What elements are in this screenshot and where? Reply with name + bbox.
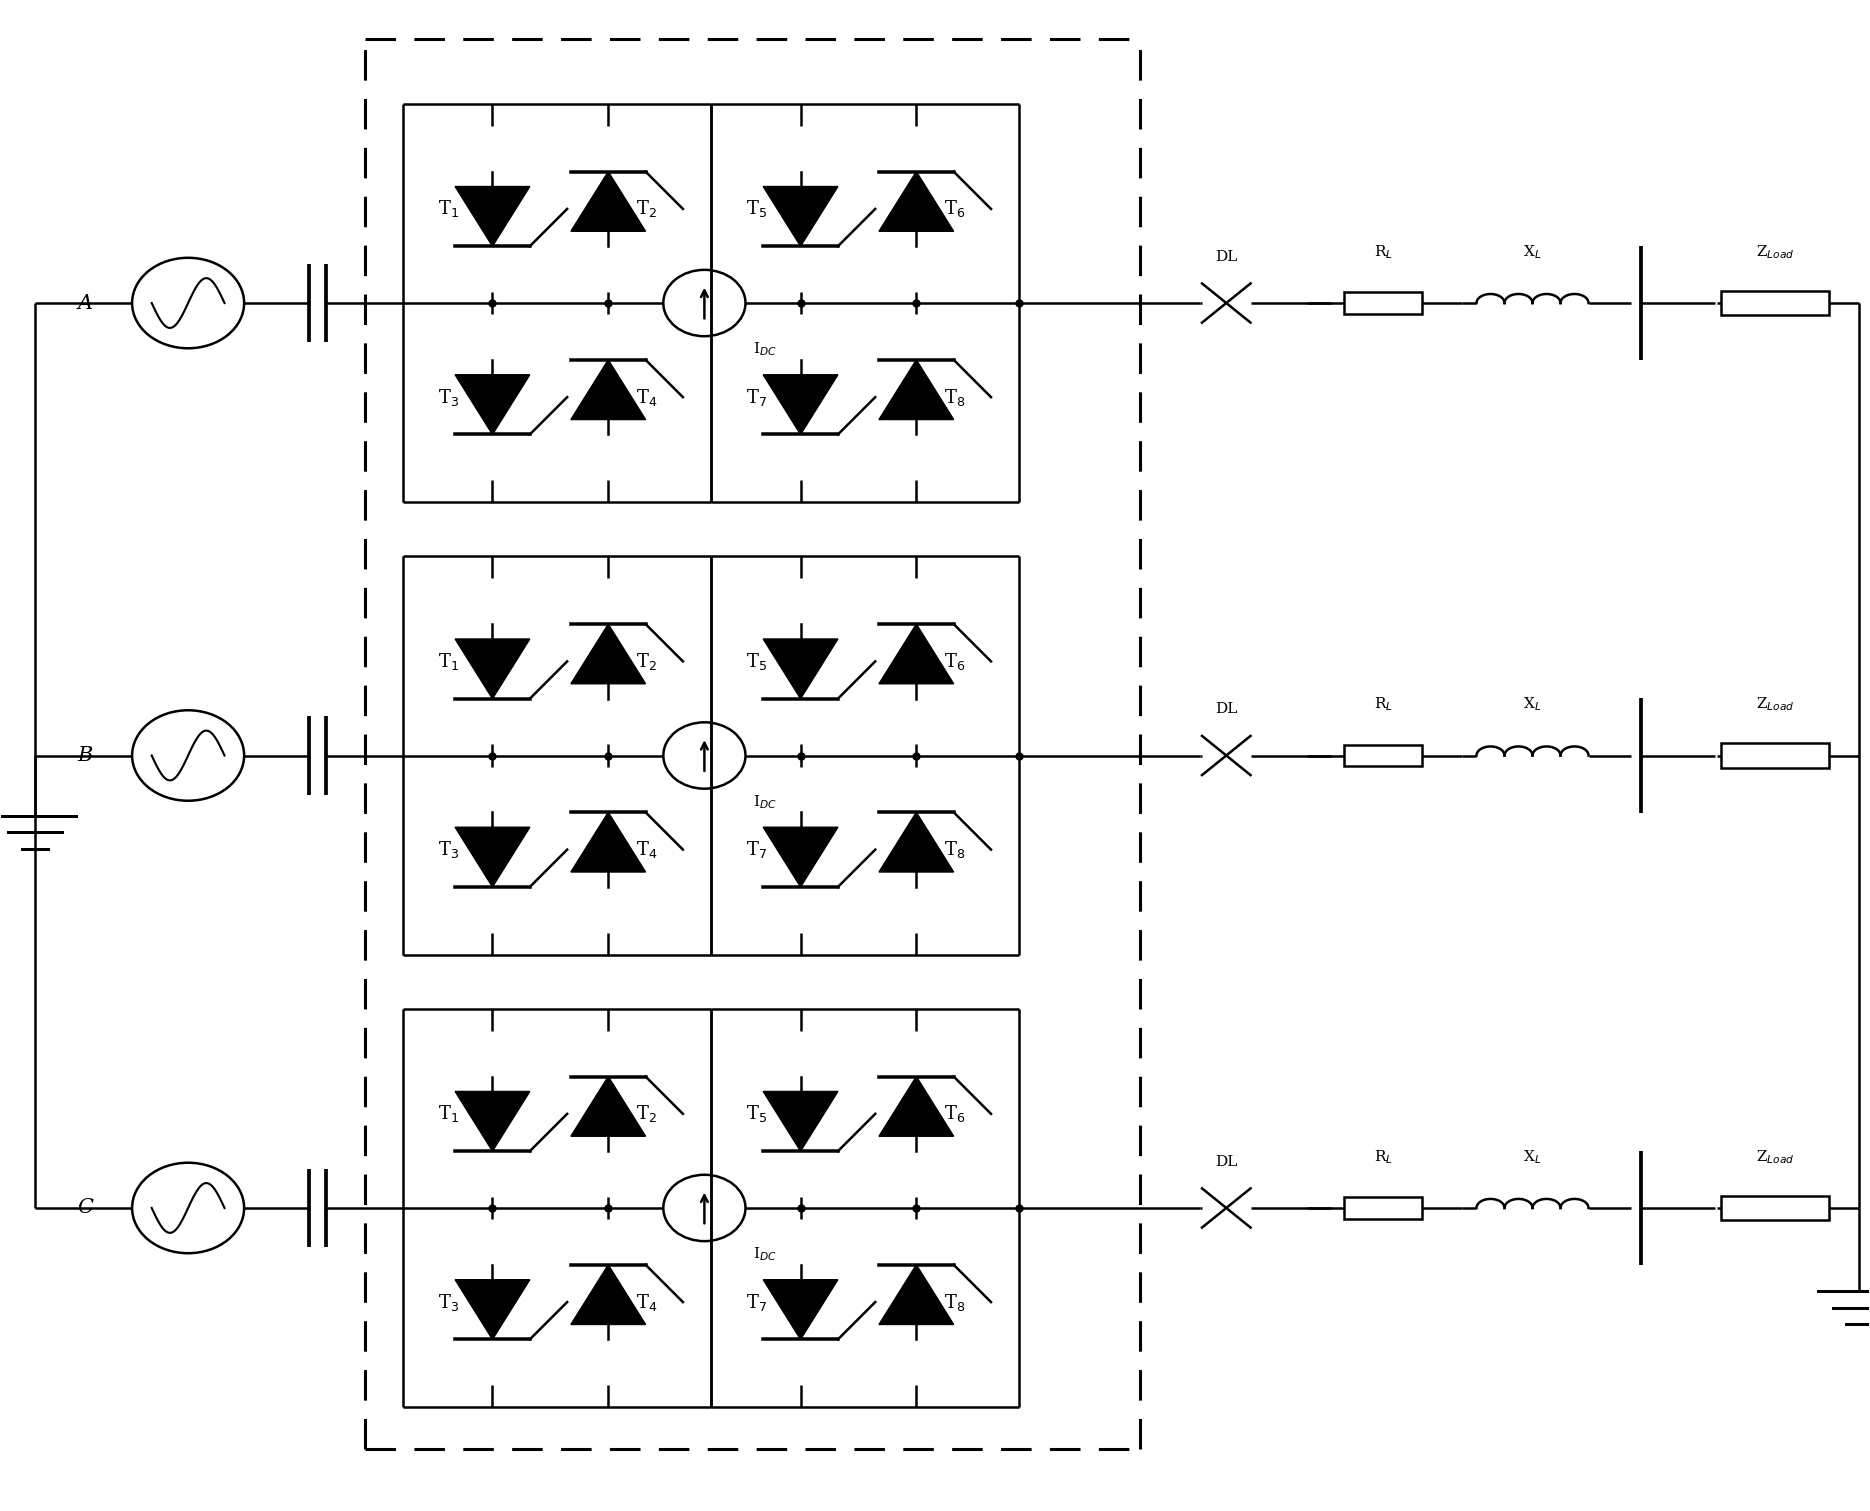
Polygon shape xyxy=(570,624,645,684)
Polygon shape xyxy=(454,375,529,435)
Text: Z$_{Load}$: Z$_{Load}$ xyxy=(1756,1148,1795,1165)
Text: B: B xyxy=(79,746,94,765)
Bar xyxy=(1720,292,1829,316)
Text: DL: DL xyxy=(1216,1154,1238,1168)
Polygon shape xyxy=(570,1076,645,1136)
Text: T$_1$: T$_1$ xyxy=(438,1103,458,1124)
Text: DL: DL xyxy=(1216,703,1238,716)
Text: X$_L$: X$_L$ xyxy=(1524,695,1541,713)
Polygon shape xyxy=(879,1076,954,1136)
Text: T$_4$: T$_4$ xyxy=(636,839,658,860)
Text: T$_7$: T$_7$ xyxy=(746,1292,767,1313)
Polygon shape xyxy=(570,360,645,420)
Polygon shape xyxy=(763,375,838,435)
Polygon shape xyxy=(454,186,529,246)
Text: X$_L$: X$_L$ xyxy=(1524,1148,1541,1165)
Text: T$_6$: T$_6$ xyxy=(944,198,965,219)
Text: T$_6$: T$_6$ xyxy=(944,651,965,672)
Text: T$_4$: T$_4$ xyxy=(636,387,658,408)
Polygon shape xyxy=(763,186,838,246)
Text: Z$_{Load}$: Z$_{Load}$ xyxy=(1756,243,1795,261)
Polygon shape xyxy=(763,639,838,698)
Text: T$_8$: T$_8$ xyxy=(944,387,965,408)
Polygon shape xyxy=(454,1280,529,1339)
Text: T$_4$: T$_4$ xyxy=(636,1292,658,1313)
Polygon shape xyxy=(454,827,529,887)
Polygon shape xyxy=(763,1280,838,1339)
Polygon shape xyxy=(570,1265,645,1325)
Text: DL: DL xyxy=(1216,249,1238,264)
Polygon shape xyxy=(570,813,645,872)
Text: T$_2$: T$_2$ xyxy=(636,1103,656,1124)
Text: A: A xyxy=(79,293,94,313)
Text: T$_3$: T$_3$ xyxy=(438,839,458,860)
Text: T$_7$: T$_7$ xyxy=(746,387,767,408)
Text: T$_1$: T$_1$ xyxy=(438,198,458,219)
Text: T$_1$: T$_1$ xyxy=(438,651,458,672)
Text: T$_3$: T$_3$ xyxy=(438,1292,458,1313)
Text: C: C xyxy=(77,1198,94,1218)
Bar xyxy=(1720,743,1829,768)
Bar xyxy=(1720,1195,1829,1219)
Bar xyxy=(1345,293,1423,314)
Text: R$_L$: R$_L$ xyxy=(1374,1148,1393,1165)
Polygon shape xyxy=(763,827,838,887)
Polygon shape xyxy=(454,1091,529,1151)
Text: X$_L$: X$_L$ xyxy=(1524,243,1541,261)
Text: T$_2$: T$_2$ xyxy=(636,651,656,672)
Text: T$_6$: T$_6$ xyxy=(944,1103,965,1124)
Text: T$_5$: T$_5$ xyxy=(746,198,767,219)
Text: T$_8$: T$_8$ xyxy=(944,1292,965,1313)
Polygon shape xyxy=(570,172,645,231)
Text: T$_2$: T$_2$ xyxy=(636,198,656,219)
Text: T$_5$: T$_5$ xyxy=(746,1103,767,1124)
Text: I$_{DC}$: I$_{DC}$ xyxy=(754,1245,776,1263)
Text: R$_L$: R$_L$ xyxy=(1374,243,1393,261)
Text: R$_L$: R$_L$ xyxy=(1374,695,1393,713)
Bar xyxy=(1345,1197,1423,1218)
Text: T$_7$: T$_7$ xyxy=(746,839,767,860)
Polygon shape xyxy=(879,1265,954,1325)
Text: T$_3$: T$_3$ xyxy=(438,387,458,408)
Text: T$_5$: T$_5$ xyxy=(746,651,767,672)
Polygon shape xyxy=(879,813,954,872)
Bar xyxy=(1345,745,1423,766)
Polygon shape xyxy=(879,624,954,684)
Text: T$_8$: T$_8$ xyxy=(944,839,965,860)
Polygon shape xyxy=(879,360,954,420)
Polygon shape xyxy=(879,172,954,231)
Text: Z$_{Load}$: Z$_{Load}$ xyxy=(1756,695,1795,713)
Polygon shape xyxy=(763,1091,838,1151)
Text: I$_{DC}$: I$_{DC}$ xyxy=(754,341,776,358)
Text: I$_{DC}$: I$_{DC}$ xyxy=(754,793,776,811)
Polygon shape xyxy=(454,639,529,698)
